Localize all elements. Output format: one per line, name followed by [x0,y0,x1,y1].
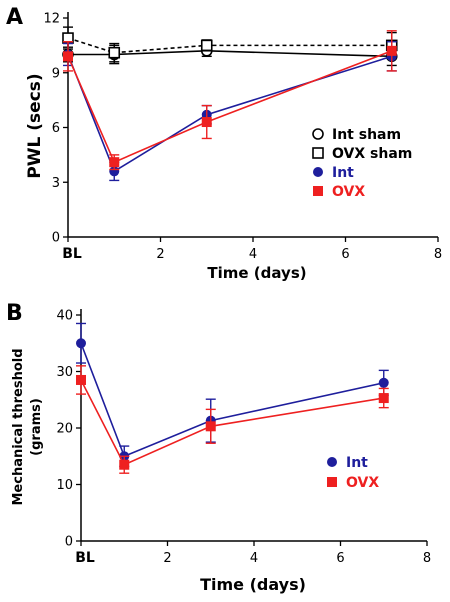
panel-a-x-tick-label: 8 [434,247,442,262]
panel-a-legend-item-int: Int [313,165,354,181]
panel-a-x-axis-title: Time (days) [207,264,306,282]
panel-b-legend-marker-ovx [327,477,337,487]
panel-a-legend-marker-int-sham [312,128,324,140]
panel-a-series-line-int-sham [68,50,392,58]
panel-a-y-tick-label: 9 [52,66,60,81]
panel-a-x-tick-label: BL [62,246,82,262]
panel-a-data-point-ovx [63,51,73,62]
panel-a-y-axis-title: PWL (secs) [25,73,45,178]
panel-a-series-line-int [67,54,392,173]
panel-a-series-line-ovx [67,50,393,164]
panel-b-y-tick-label: 30 [56,365,73,380]
panel-b-y-tick-label: 40 [56,309,73,324]
panel-a-y-tick-label: 12 [43,12,60,27]
panel-a-y-tick-label: 0 [52,231,60,246]
panel-b-legend-label-int: Int [346,455,368,471]
panel-a-legend-marker-ovx [313,186,323,196]
panel-b-plot: 0 10 20 30 40 BL 2 4 6 8 [56,309,431,567]
panel-b-y-tick-label: 0 [65,535,73,550]
panel-b-x-tick-label: 2 [163,551,171,566]
panel-b-series-line-ovx [80,379,384,466]
panel-a-plot: 0 3 6 9 12 BL 2 4 6 8 [43,12,442,263]
panel-a-data-point-ovx [109,157,120,168]
panel-b-legend-item-int: Int [327,455,368,471]
panel-a-x-tick-label: 6 [341,247,349,262]
panel-b-y-tick-label: 20 [56,422,73,437]
panel-b-data-point-ovx [119,459,130,470]
panel-b: B 0 10 20 30 40 BL 2 4 6 8 Time (days) Mechanical… [6,301,431,594]
panel-a-series-ovx-sham [62,26,398,63]
panel-a-legend-label-ovx-sham: OVX sham [332,146,412,162]
panel-b-series-int [76,322,389,468]
panel-b-x-tick-label: 6 [336,551,344,566]
panel-a-y-tick-label: 3 [52,176,60,191]
panel-a-data-point-ovx-sham [108,46,121,59]
panel-a-x-tick-label: 2 [156,247,164,262]
panel-b-legend-marker-int [327,457,337,467]
panel-a-legend-item-ovx: OVX [313,184,365,200]
panel-a-legend-marker-int [313,167,323,177]
panel-a-series-ovx [63,30,397,171]
panel-b-x-tick-label: BL [75,550,95,566]
panel-b-data-point-ovx [205,421,216,432]
panel-b-x-tick-label: 4 [250,551,258,566]
panel-b-marks: 0 10 20 30 40 BL 2 4 6 8 [56,309,431,567]
panel-a-legend-item-ovx-sham: OVX sham [312,146,412,162]
panel-a-x-tick-label: 4 [249,247,257,262]
panel-a-legend-label-int-sham: Int sham [332,127,401,143]
panel-b-legend-label-ovx: OVX [346,475,379,491]
panel-a: A 0 3 6 9 12 BL 2 4 6 8 Time (days) PWL (secs) In… [6,5,442,282]
panel-a-legend-label-int: Int [332,165,354,181]
panel-b-data-point-int [76,338,86,349]
panel-b-x-axis-title: Time (days) [200,575,306,594]
panel-b-legend: Int OVX [327,455,379,491]
panel-b-data-point-ovx [378,393,389,404]
panel-b-x-tick-label: 8 [423,551,431,566]
panel-a-legend-label-ovx: OVX [332,184,365,200]
panel-b-y-tick-label: 10 [56,478,73,493]
panel-b-series-ovx [76,365,389,474]
panel-letter-a: A [6,5,23,30]
panel-a-series-line-ovx-sham [67,37,392,54]
panel-b-legend-item-ovx: OVX [327,475,379,491]
panel-letter-b: B [6,301,23,326]
panel-a-data-point-ovx [201,117,212,128]
panel-a-legend: Int sham OVX sham Int OVX [312,127,412,200]
panel-b-data-point-int [378,377,389,388]
panel-a-data-point-ovx-sham [200,39,213,52]
panel-b-data-point-ovx [76,374,86,385]
panel-a-data-point-ovx [386,45,397,56]
panel-b-y-axis-title-line2: (grams) [29,398,44,456]
panel-a-marks: 0 3 6 9 12 BL 2 4 6 8 [43,12,442,263]
panel-a-y-tick-label: 6 [52,121,60,136]
panel-b-series-line-int [80,342,384,458]
panel-a-legend-marker-ovx-sham [312,147,324,159]
panel-a-legend-item-int-sham: Int sham [312,127,401,143]
panel-b-y-axis-title-line1: Mechanical threshold [11,348,26,505]
